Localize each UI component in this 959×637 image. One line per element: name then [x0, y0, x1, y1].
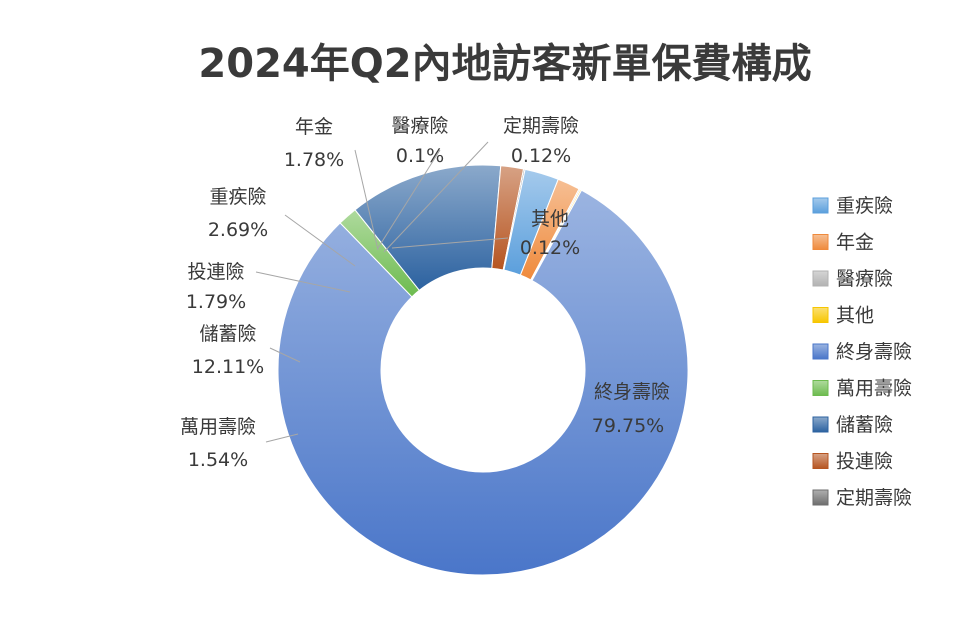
legend-entry-item-1: 年金	[836, 232, 874, 254]
leader-line-item-4	[255, 271, 351, 293]
leader-lines	[255, 141, 509, 443]
data-label-value-item-2: 1.54%	[188, 449, 248, 471]
data-label-name-item-8: 醫療險	[391, 115, 448, 137]
data-label-value-item-7: 1.78%	[284, 149, 344, 171]
leader-line-item-8	[377, 149, 441, 249]
data-label-name-item-0: 其他	[531, 208, 569, 230]
legend-entry-item-0: 重疾險	[836, 195, 893, 217]
data-label-value-item-8: 0.1%	[396, 145, 444, 167]
leader-line-item-5	[383, 141, 489, 253]
leader-line-item-6	[284, 214, 356, 267]
data-label-value-item-6: 2.69%	[208, 219, 268, 241]
legend-entry-item-2: 醫療險	[836, 268, 893, 290]
data-label-value-item-0: 0.12%	[520, 237, 580, 259]
leader-line-item-2	[265, 433, 299, 443]
slice-item-8	[530, 188, 581, 281]
legend-entry-item-3: 其他	[836, 305, 874, 327]
data-label-value-item-5: 0.12%	[511, 145, 571, 167]
legend-swatch-item-7	[812, 453, 829, 469]
data-label-name-item-7: 年金	[295, 116, 333, 138]
legend-entry-item-7: 投連險	[836, 451, 893, 473]
legend-swatch-item-4	[812, 343, 829, 360]
leader-line-item-0	[391, 237, 509, 249]
legend-entry-item-4: 終身壽險	[836, 341, 912, 363]
chart-title: 2024年Q2內地訪客新單保費構成	[198, 41, 811, 87]
data-label-value-item-3: 12.11%	[192, 356, 264, 378]
data-label-value-item-1: 79.75%	[592, 415, 664, 437]
slices	[277, 164, 689, 576]
data-label-name-item-1: 終身壽險	[594, 381, 670, 403]
data-label-name-item-3: 儲蓄險	[199, 323, 256, 345]
legend-swatch-item-3	[812, 307, 829, 323]
leader-line-item-7	[354, 149, 379, 251]
data-label-name-item-4: 投連險	[187, 261, 244, 283]
data-label-name-item-5: 定期壽險	[503, 115, 579, 137]
legend-swatch-item-2	[812, 270, 829, 287]
data-labels: 其他 0.12% 終身壽險 79.75% 萬用壽險 1.54% 儲蓄險 12.11% 投連險 1.…	[180, 115, 670, 471]
legend-swatch-item-8	[812, 489, 829, 506]
legend-swatch-item-6	[812, 416, 829, 433]
legend-swatch-item-0	[812, 197, 829, 214]
legend-entry-item-6: 儲蓄險	[836, 414, 893, 436]
data-label-name-item-6: 重疾險	[209, 186, 266, 208]
slice-item-1	[277, 189, 689, 576]
legend-entry-item-8: 定期壽險	[836, 487, 912, 509]
legend-swatch-item-1	[812, 234, 829, 250]
leader-line-item-3	[269, 347, 301, 363]
data-label-name-item-2: 萬用壽險	[180, 416, 256, 438]
legend-swatch-item-5	[812, 380, 829, 396]
legend-entry-item-5: 萬用壽險	[836, 378, 912, 400]
data-label-value-item-4: 1.79%	[186, 291, 246, 313]
